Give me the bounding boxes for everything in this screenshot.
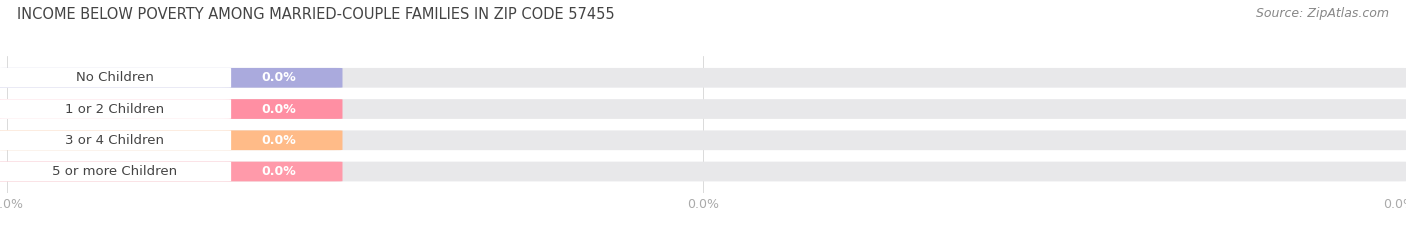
FancyBboxPatch shape [0,99,1406,119]
Text: No Children: No Children [76,71,153,84]
FancyBboxPatch shape [0,68,231,88]
Text: 5 or more Children: 5 or more Children [52,165,177,178]
FancyBboxPatch shape [0,130,343,150]
FancyBboxPatch shape [0,162,1406,182]
Text: 0.0%: 0.0% [262,165,295,178]
Text: 0.0%: 0.0% [262,71,295,84]
Text: INCOME BELOW POVERTY AMONG MARRIED-COUPLE FAMILIES IN ZIP CODE 57455: INCOME BELOW POVERTY AMONG MARRIED-COUPL… [17,7,614,22]
Text: 0.0%: 0.0% [262,103,295,116]
Text: 3 or 4 Children: 3 or 4 Children [66,134,165,147]
FancyBboxPatch shape [0,130,231,150]
FancyBboxPatch shape [0,99,343,119]
Text: Source: ZipAtlas.com: Source: ZipAtlas.com [1256,7,1389,20]
FancyBboxPatch shape [0,99,231,119]
FancyBboxPatch shape [0,68,343,88]
FancyBboxPatch shape [0,68,1406,88]
Text: 0.0%: 0.0% [262,134,295,147]
Text: 1 or 2 Children: 1 or 2 Children [65,103,165,116]
FancyBboxPatch shape [0,130,1406,150]
FancyBboxPatch shape [0,162,343,182]
FancyBboxPatch shape [0,162,231,182]
